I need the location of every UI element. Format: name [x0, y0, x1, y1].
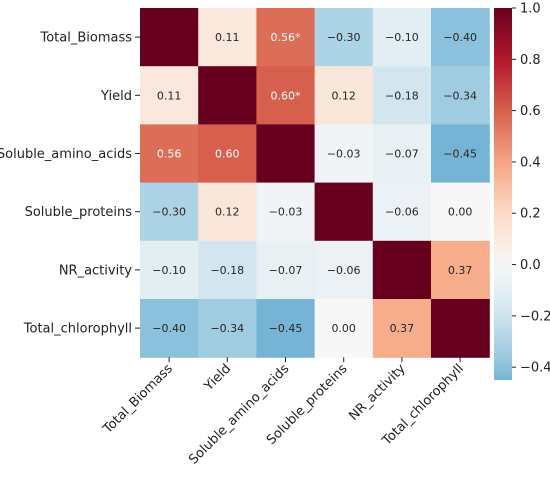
colorbar-tick-label: −0.2: [520, 309, 550, 324]
heatmap-cell: [256, 240, 316, 300]
x-tick-label: NR_activity: [346, 361, 409, 424]
cell-value-label: 0.56*: [271, 31, 301, 44]
y-tick-label: NR_activity: [59, 263, 132, 278]
heatmap-cell: [431, 240, 490, 300]
y-tick-label: Soluble_proteins: [25, 205, 133, 220]
heatmap-cell: [431, 8, 490, 67]
heatmap-cell: [256, 8, 316, 67]
cell-value-label: 0.11: [157, 89, 182, 102]
cell-value-label: 0.11: [215, 31, 240, 44]
heatmap-cell: [198, 182, 257, 242]
heatmap-cell: [198, 240, 257, 300]
cell-value-label: −0.45: [443, 148, 477, 161]
heatmap-cell: [431, 182, 490, 242]
cell-value-label: −0.10: [152, 264, 186, 277]
y-tick-label: Total_Biomass: [39, 31, 132, 46]
heatmap-cell: [314, 66, 374, 125]
cell-value-label: −0.45: [269, 322, 303, 335]
heatmap-cell: [372, 182, 432, 242]
heatmap-cell: [140, 124, 199, 184]
cell-value-label: 0.00: [331, 322, 356, 335]
cell-value-label: −0.18: [210, 264, 244, 277]
heatmap-cell-labels: 0.11 0.56* −0.30 −0.10 −0.40 0.11 0.60* 0.12 −0.…: [152, 31, 477, 335]
y-tick-label: Yield: [100, 89, 132, 104]
heatmap-cell: [431, 124, 490, 184]
heatmap-cell: [140, 66, 199, 125]
cell-value-label: −0.40: [152, 322, 186, 335]
heatmap-cells: [140, 8, 490, 358]
y-tick-label: Soluble_amino_acids: [0, 147, 132, 162]
heatmap-cell: [372, 299, 432, 358]
heatmap-cell: [372, 66, 432, 125]
heatmap-cell: [431, 66, 490, 125]
cell-value-label: −0.40: [443, 31, 477, 44]
cell-value-label: −0.30: [152, 206, 186, 219]
heatmap-cell: [198, 8, 257, 67]
cell-value-label: 0.60: [215, 148, 240, 161]
heatmap-cell: [140, 299, 199, 358]
y-tick-label: Total_chlorophyll: [23, 322, 132, 337]
heatmap-cell: [314, 8, 374, 67]
heatmap-cell: [198, 66, 257, 125]
cell-value-label: 0.12: [331, 89, 356, 102]
cell-value-label: 0.60*: [271, 89, 301, 102]
heatmap-cell: [372, 8, 432, 67]
x-tick-label: Total_Biomass: [100, 361, 176, 437]
colorbar-tick-label: 0.0: [520, 258, 541, 273]
colorbar: 1.0 0.8 0.6 0.4 0.2 0.0 −0.2 −0.4: [494, 2, 550, 380]
heatmap-cell: [256, 182, 316, 242]
heatmap-cell: [431, 299, 490, 358]
cell-value-label: −0.06: [327, 264, 361, 277]
colorbar-tick-label: −0.4: [520, 361, 550, 376]
colorbar-gradient: [494, 8, 512, 380]
colorbar-tick-label: 1.0: [520, 2, 541, 17]
heatmap-cell: [314, 124, 374, 184]
x-tick-label: Yield: [201, 361, 234, 394]
x-tick-label: Soluble_amino_acids: [186, 361, 292, 467]
colorbar-tick-label: 0.6: [520, 104, 541, 119]
cell-value-label: −0.30: [327, 31, 361, 44]
heatmap-cell: [198, 299, 257, 358]
heatmap-cell: [314, 182, 374, 242]
heatmap-cell: [198, 124, 257, 184]
heatmap-cell: [140, 182, 199, 242]
colorbar-tick-label: 0.4: [520, 155, 541, 170]
heatmap-cell: [256, 299, 316, 358]
heatmap-cell: [372, 124, 432, 184]
cell-value-label: −0.34: [210, 322, 244, 335]
heatmap-cell: [256, 124, 316, 184]
cell-value-label: 0.37: [448, 264, 473, 277]
cell-value-label: −0.07: [385, 148, 419, 161]
cell-value-label: −0.34: [443, 89, 477, 102]
colorbar-tick-label: 0.8: [520, 53, 541, 68]
cell-value-label: −0.03: [327, 148, 361, 161]
heatmap-cell: [256, 66, 316, 125]
cell-value-label: −0.10: [385, 31, 419, 44]
cell-value-label: 0.00: [448, 206, 473, 219]
heatmap-cell: [372, 240, 432, 300]
cell-value-label: 0.12: [215, 206, 240, 219]
heatmap-cell: [314, 299, 374, 358]
y-axis-ticks: Total_Biomass Yield Soluble_amino_acids Sol…: [0, 31, 140, 337]
x-axis-ticks: Total_Biomass YieldSoluble_amino_acidsSol…: [100, 357, 467, 468]
cell-value-label: −0.07: [269, 264, 303, 277]
cell-value-label: 0.37: [390, 322, 415, 335]
heatmap-cell: [140, 8, 199, 67]
cell-value-label: 0.56: [157, 148, 182, 161]
cell-value-label: −0.18: [385, 89, 419, 102]
heatmap-cell: [314, 240, 374, 300]
cell-value-label: −0.06: [385, 206, 419, 219]
cell-value-label: −0.03: [269, 206, 303, 219]
heatmap-cell: [140, 240, 199, 300]
colorbar-tick-label: 0.2: [520, 207, 541, 222]
